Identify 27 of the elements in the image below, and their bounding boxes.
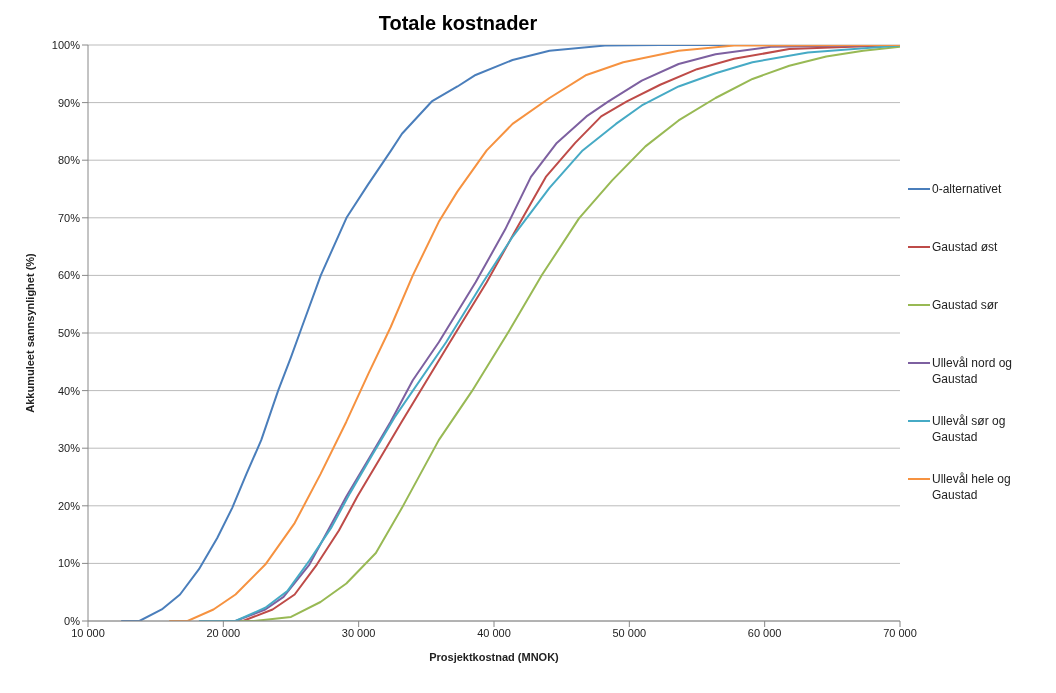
y-axis-title: Akkumuleet sannsynlighet (%) (23, 252, 36, 413)
y-tick-label: 50% (57, 326, 81, 339)
y-tick-label: 40% (57, 384, 81, 397)
y-tick-label: 30% (57, 442, 81, 455)
legend-label: Ullevål sør og Gaustad (932, 413, 1007, 445)
legend-label: Ullevål nord og Gaustad (932, 355, 1014, 387)
legend-label: Gaustad øst (932, 239, 998, 255)
chart-title: Totale kostnader (377, 11, 539, 35)
y-tick-label: 90% (57, 96, 81, 109)
legend-label: Gaustad sør (932, 297, 999, 313)
y-tick-label: 10% (57, 557, 81, 570)
x-tick-label: 60 000 (747, 626, 782, 639)
y-tick-label: 60% (57, 269, 81, 282)
x-axis-title: Prosjektkostnad (MNOK) (429, 651, 560, 663)
y-tick-label: 100% (51, 38, 81, 51)
y-tick-label: 80% (57, 154, 81, 167)
x-tick-label: 70 000 (883, 626, 917, 639)
x-tick-label: 30 000 (341, 626, 376, 639)
x-tick-label: 40 000 (477, 626, 511, 639)
y-tick-label: 0% (64, 614, 81, 627)
x-tick-label: 10 000 (71, 626, 105, 639)
legend-label: Ullevål hele og Gaustad (932, 471, 1012, 503)
x-tick-label: 20 000 (206, 626, 241, 639)
legend-label: 0-alternativet (932, 181, 1002, 197)
x-tick-label: 50 000 (612, 626, 647, 639)
y-tick-label: 20% (57, 499, 81, 512)
y-tick-label: 70% (57, 211, 81, 224)
